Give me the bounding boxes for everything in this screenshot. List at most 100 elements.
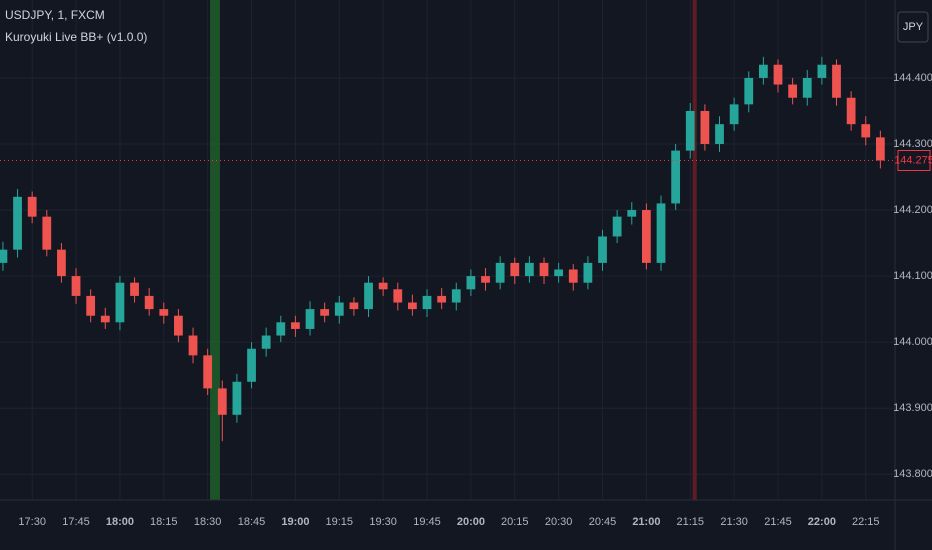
- x-tick-label: 18:00: [106, 516, 134, 528]
- x-tick-label: 21:45: [764, 516, 792, 528]
- candle-body: [525, 262, 534, 277]
- candle-body: [481, 276, 490, 283]
- candle-body: [495, 262, 505, 283]
- candle-body: [232, 381, 242, 415]
- candle-body: [875, 137, 885, 161]
- candle-body: [115, 282, 125, 323]
- candle-body: [451, 289, 461, 303]
- candle-body: [554, 269, 564, 277]
- candle-body: [305, 309, 315, 329]
- x-tick-label: 17:30: [18, 516, 46, 528]
- currency-label[interactable]: JPY: [903, 21, 924, 33]
- x-tick-label: 20:15: [501, 516, 529, 528]
- candle-body: [788, 84, 798, 98]
- y-tick-label: 143.900: [893, 402, 932, 414]
- candle-body: [437, 295, 447, 303]
- x-tick-label: 17:45: [62, 516, 90, 528]
- x-tick-label: 21:30: [720, 516, 748, 528]
- candle-body: [671, 150, 681, 204]
- candle-body: [276, 322, 286, 336]
- candle-body: [408, 302, 417, 310]
- y-tick-label: 144.100: [893, 270, 932, 282]
- indicator-label: Kuroyuki Live BB+ (v1.0.0): [5, 30, 147, 44]
- candle-body: [583, 262, 593, 283]
- candle-body: [612, 216, 622, 237]
- currency-box[interactable]: [897, 11, 929, 43]
- last-price-label: 144.275: [894, 154, 932, 166]
- x-tick-label: 19:15: [326, 516, 354, 528]
- candle-body: [393, 289, 403, 303]
- candle-body: [203, 355, 213, 389]
- y-tick-label: 144.200: [893, 204, 932, 216]
- candle-body: [57, 249, 66, 277]
- candle-body: [71, 276, 81, 296]
- x-tick-label: 18:15: [150, 516, 178, 528]
- marks-layer: [0, 56, 895, 442]
- candle-body: [656, 203, 666, 263]
- y-tick-label: 144.000: [893, 336, 932, 348]
- x-tick-label: 22:15: [852, 516, 880, 528]
- x-tick-label: 19:00: [281, 516, 309, 528]
- candle-body: [291, 322, 300, 329]
- axes-layer: 143.800 143.900 144.000 144.100 144.200 144.3…: [18, 72, 932, 528]
- x-tick-label: 18:30: [194, 516, 222, 528]
- candle-body: [568, 269, 578, 283]
- candle-body: [466, 276, 476, 290]
- candle-body: [700, 110, 710, 144]
- candle-body: [861, 124, 871, 138]
- x-tick-label: 20:00: [457, 516, 485, 528]
- candle-body: [422, 295, 432, 310]
- candle-body: [349, 302, 359, 310]
- candle-body: [320, 309, 330, 316]
- candle-body: [817, 64, 827, 78]
- candle-body: [642, 210, 651, 263]
- candle-body: [130, 282, 139, 296]
- candle-body: [627, 210, 637, 217]
- candle-body: [598, 236, 607, 263]
- x-tick-label: 20:45: [589, 516, 617, 528]
- candle-body: [188, 335, 198, 356]
- candle-body: [0, 249, 8, 263]
- candle-body: [159, 309, 169, 316]
- x-tick-label: 20:30: [545, 516, 573, 528]
- candle-body: [832, 64, 841, 98]
- last-price-box: [897, 150, 931, 172]
- chart-title: USDJPY, 1, FXCM: [5, 8, 105, 22]
- candle-body: [27, 196, 37, 217]
- candle-body: [144, 295, 154, 310]
- candle-body: [42, 216, 52, 250]
- y-tick-label: 144.400: [893, 72, 932, 84]
- candle-body: [846, 97, 856, 125]
- x-tick-label: 21:00: [632, 516, 660, 528]
- candle-body: [802, 77, 812, 98]
- candle-body: [744, 77, 754, 105]
- highlight-band: [692, 0, 697, 500]
- candle-body: [217, 388, 227, 415]
- x-tick-label: 21:15: [676, 516, 704, 528]
- candle-body: [510, 262, 520, 277]
- y-tick-label: 143.800: [893, 468, 932, 480]
- candle-body: [86, 295, 96, 316]
- x-tick-label: 19:45: [413, 516, 441, 528]
- candle-body: [364, 282, 373, 310]
- candle-body: [100, 315, 110, 323]
- candle-body: [773, 64, 783, 85]
- x-tick-label: 22:00: [808, 516, 836, 528]
- candle-body: [539, 262, 549, 277]
- candle-body: [758, 64, 768, 78]
- x-tick-label: 19:30: [369, 516, 397, 528]
- candle-body: [261, 335, 271, 349]
- candle-body: [13, 196, 22, 250]
- candle-body: [334, 302, 344, 316]
- highlight-band: [210, 0, 220, 500]
- candle-body: [378, 282, 388, 290]
- candle-body: [685, 110, 695, 151]
- candle-body: [247, 348, 256, 382]
- x-tick-label: 18:45: [238, 516, 266, 528]
- candle-body: [715, 124, 724, 144]
- candle-body: [174, 315, 183, 336]
- candle-body: [729, 104, 739, 125]
